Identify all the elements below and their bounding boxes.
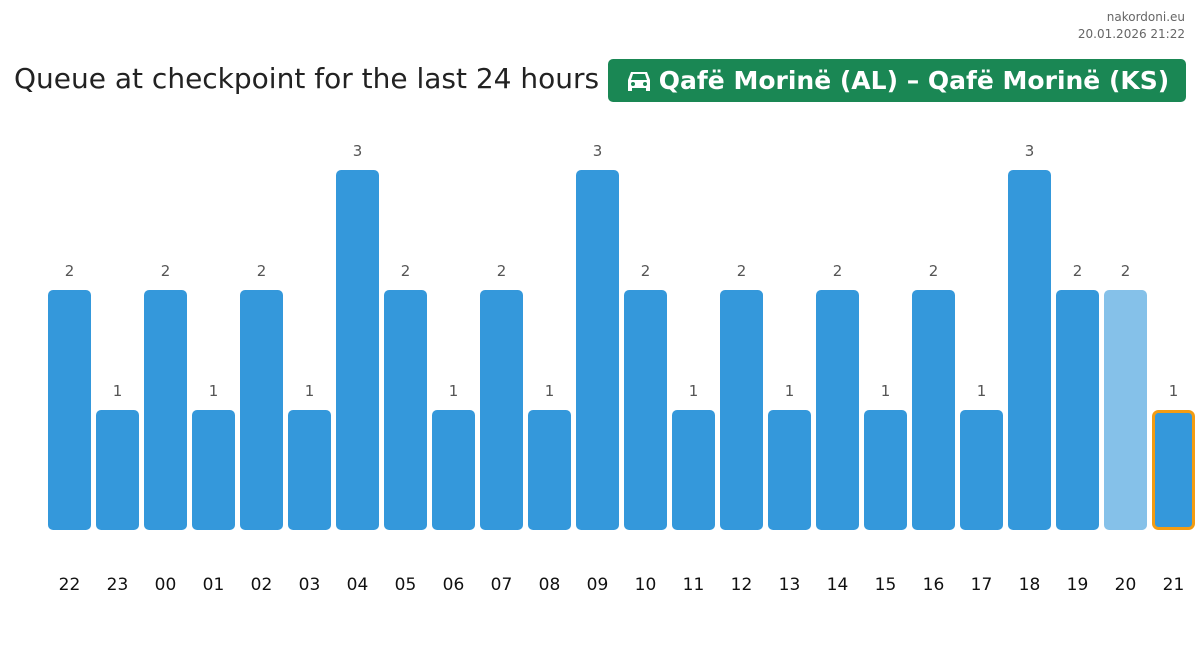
value-label: 2: [1073, 262, 1083, 280]
bar-13: [768, 410, 811, 530]
value-label: 1: [1169, 382, 1179, 400]
x-tick-label: 12: [731, 575, 753, 595]
bar-09: [576, 170, 619, 530]
x-tick-label: 14: [827, 575, 849, 595]
bar-06: [432, 410, 475, 530]
site-info: nakordoni.eu 20.01.2026 21:22: [1078, 9, 1185, 43]
value-label: 2: [641, 262, 651, 280]
bar-12: [720, 290, 763, 530]
value-label: 1: [209, 382, 219, 400]
value-label: 2: [161, 262, 171, 280]
x-tick-label: 06: [443, 575, 465, 595]
value-label: 1: [881, 382, 891, 400]
x-tick-label: 22: [59, 575, 81, 595]
x-tick-label: 17: [971, 575, 993, 595]
bar-01: [192, 410, 235, 530]
checkpoint-name: Qafë Morinë (AL) – Qafë Morinë (KS): [658, 66, 1170, 95]
x-tick-label: 09: [587, 575, 609, 595]
bar-15: [864, 410, 907, 530]
bar-17: [960, 410, 1003, 530]
x-tick-label: 07: [491, 575, 513, 595]
value-label: 1: [977, 382, 987, 400]
value-label: 3: [1025, 142, 1035, 160]
bar-00: [144, 290, 187, 530]
value-label: 2: [257, 262, 267, 280]
value-label: 1: [449, 382, 459, 400]
x-tick-label: 19: [1067, 575, 1089, 595]
bar-20: [1104, 290, 1147, 530]
value-label: 1: [305, 382, 315, 400]
x-tick-label: 08: [539, 575, 561, 595]
value-label: 1: [689, 382, 699, 400]
value-label: 1: [785, 382, 795, 400]
x-tick-label: 00: [155, 575, 177, 595]
x-tick-label: 15: [875, 575, 897, 595]
value-label: 2: [929, 262, 939, 280]
x-tick-label: 04: [347, 575, 369, 595]
x-tick-label: 18: [1019, 575, 1041, 595]
value-label: 1: [113, 382, 123, 400]
x-tick-label: 23: [107, 575, 129, 595]
page-title: Queue at checkpoint for the last 24 hour…: [14, 62, 600, 95]
value-label: 2: [833, 262, 843, 280]
bar-11: [672, 410, 715, 530]
car-icon: [627, 71, 650, 91]
x-tick-label: 13: [779, 575, 801, 595]
value-label: 2: [737, 262, 747, 280]
value-label: 2: [1121, 262, 1131, 280]
bar-10: [624, 290, 667, 530]
bar-14: [816, 290, 859, 530]
bar-19: [1056, 290, 1099, 530]
x-tick-label: 02: [251, 575, 273, 595]
bar-07: [480, 290, 523, 530]
value-label: 3: [353, 142, 363, 160]
bar-03: [288, 410, 331, 530]
bar-05: [384, 290, 427, 530]
x-tick-label: 05: [395, 575, 417, 595]
site-name: nakordoni.eu: [1106, 10, 1185, 24]
bar-16: [912, 290, 955, 530]
value-label: 2: [401, 262, 411, 280]
bar-23: [96, 410, 139, 530]
bar-08: [528, 410, 571, 530]
x-tick-label: 01: [203, 575, 225, 595]
x-tick-label: 20: [1115, 575, 1137, 595]
bar-04: [336, 170, 379, 530]
value-label: 1: [545, 382, 555, 400]
x-tick-label: 21: [1163, 575, 1185, 595]
timestamp: 20.01.2026 21:22: [1077, 27, 1185, 41]
x-tick-label: 16: [923, 575, 945, 595]
x-tick-label: 03: [299, 575, 321, 595]
checkpoint-badge: Qafë Morinë (AL) – Qafë Morinë (KS): [608, 59, 1186, 102]
value-label: 2: [497, 262, 507, 280]
x-tick-label: 10: [635, 575, 657, 595]
bar-18: [1008, 170, 1051, 530]
bar-22: [48, 290, 91, 530]
x-tick-label: 11: [683, 575, 705, 595]
value-label: 3: [593, 142, 603, 160]
bar-21: [1152, 410, 1195, 530]
value-label: 2: [65, 262, 75, 280]
bar-02: [240, 290, 283, 530]
